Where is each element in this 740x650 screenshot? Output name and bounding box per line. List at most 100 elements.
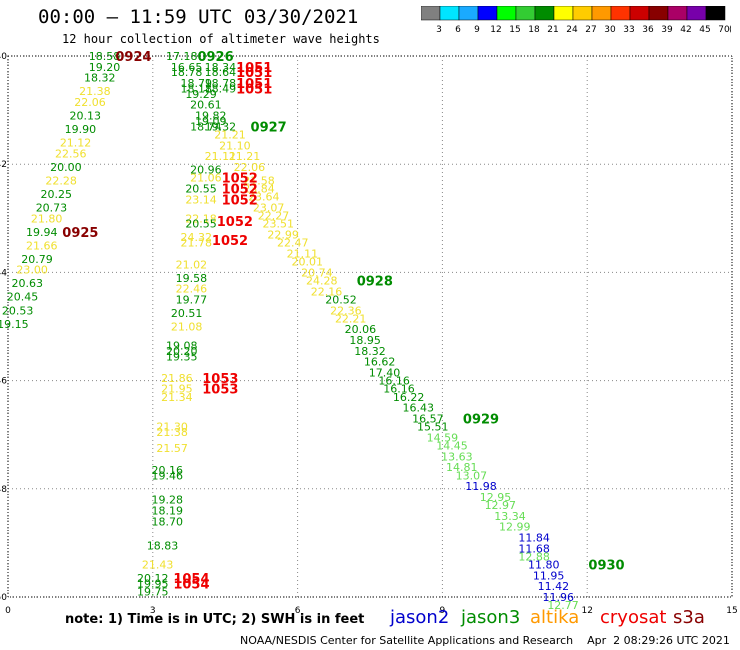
- swh-point: 19.28: [152, 494, 184, 507]
- plot-frame: [7, 55, 733, 598]
- tick-labels: 0 3 6 9 12 15 40 42 44 46 48 50: [0, 52, 738, 616]
- swh-point: 20.06: [345, 323, 377, 336]
- pass-time-tag: 1053: [202, 372, 238, 387]
- swh-point: 12.99: [499, 521, 531, 534]
- x-tick-label: 12: [581, 606, 592, 616]
- swh-point: 20.01: [292, 256, 324, 269]
- colorbar-label: 6: [455, 25, 461, 35]
- pass-time-tag: 1054: [173, 577, 209, 592]
- swh-point: 18.83: [147, 540, 179, 553]
- swh-point: 19.75: [137, 586, 169, 599]
- swh-point: 18.34: [205, 61, 237, 74]
- swh-point: 18.58: [89, 50, 121, 63]
- pass-time-tag: 0927: [251, 120, 287, 135]
- x-tick-label: 6: [295, 606, 301, 616]
- swh-point: 11.42: [538, 580, 570, 593]
- swh-point: 19.77: [176, 293, 208, 306]
- x-tick-label: 9: [440, 606, 446, 616]
- swh-point: 17.40: [369, 366, 401, 379]
- swh-point: 23.51: [263, 218, 295, 231]
- swh-point: 21.57: [156, 442, 188, 455]
- swh-point: 13.07: [456, 469, 488, 482]
- swh-point: 20.45: [7, 291, 39, 304]
- x-tick-label: 15: [726, 606, 737, 616]
- swh-point: 19.29: [185, 88, 217, 101]
- pass-time-tags: 0924 092610511051105110510927105210521052…: [62, 50, 624, 592]
- swh-point: 18.64: [205, 66, 237, 79]
- swh-point: 20.53: [2, 304, 34, 317]
- pass-time-tag: 1051: [236, 77, 272, 92]
- swh-point: 18.78: [171, 66, 203, 79]
- y-tick-label: 46: [0, 377, 7, 387]
- satellite-jason2: jason2: [390, 607, 450, 628]
- swh-point: 11.84: [518, 531, 550, 544]
- swh-point: 18.18: [180, 82, 212, 95]
- pass-time-tag: 0930: [588, 559, 624, 574]
- swh-point: 23.00: [16, 264, 48, 277]
- swh-point: 21.66: [26, 239, 58, 252]
- colorbar-swatch: [705, 6, 726, 21]
- swh-point: 22.36: [330, 304, 362, 317]
- swh-point: 21.21: [214, 128, 246, 141]
- swh-point: 22.56: [55, 147, 87, 160]
- swh-point: 16.43: [403, 402, 435, 415]
- swh-point: 22.46: [176, 283, 208, 296]
- swh-point: 12.97: [485, 499, 517, 512]
- swh-point: 13.63: [441, 450, 473, 463]
- satellite-altika: altika: [530, 607, 580, 628]
- swh-point: 21.34: [161, 391, 193, 404]
- swh-point: 20.63: [12, 277, 44, 290]
- swh-point: 20.55: [185, 183, 217, 196]
- pass-time-tag: 0928: [357, 275, 393, 290]
- swh-point: 20.55: [185, 218, 217, 231]
- swh-point: 21.38: [156, 426, 188, 439]
- pass-time-tag: 1051: [236, 82, 272, 97]
- swh-point: 13.34: [494, 510, 526, 523]
- swh-point: 23.84: [243, 183, 275, 196]
- colorbar-label: 27: [585, 25, 596, 35]
- swh-point: 22.06: [234, 161, 266, 174]
- swh-point: 16.22: [393, 391, 425, 404]
- swh-point: 16.16: [378, 375, 410, 388]
- satellite-cryosat: cryosat: [600, 607, 667, 628]
- colorbar-label: 36: [642, 25, 654, 35]
- swh-point: 21.08: [171, 321, 203, 334]
- swh-point: 22.99: [267, 229, 299, 242]
- swh-point: 21.11: [205, 150, 237, 163]
- y-tick-label: 40: [0, 52, 7, 62]
- pass-time-tag: 0926: [197, 50, 233, 65]
- swh-point: 19.20: [89, 61, 121, 74]
- swh-point: 21.38: [79, 85, 111, 98]
- swh-point: 21.06: [190, 172, 222, 185]
- colorbar-label: 70: [718, 25, 730, 35]
- swh-point: 21.30: [156, 421, 188, 434]
- pass-time-tag: 1052: [212, 234, 248, 249]
- pass-time-tag: 1052: [222, 172, 258, 187]
- swh-point: 18.95: [349, 334, 381, 347]
- swh-point: 21.58: [243, 174, 275, 187]
- swh-point: 19.46: [152, 469, 184, 482]
- swh-point: 20.52: [325, 293, 357, 306]
- swh-point: 20.96: [190, 164, 222, 177]
- swh-point: 22.16: [311, 285, 343, 298]
- swh-point: 18.78: [205, 77, 237, 90]
- colorbar-label: 21: [547, 25, 558, 35]
- swh-point: 19.08: [166, 339, 198, 352]
- swh-point: 18.70: [152, 515, 184, 528]
- colorbar-label: 15: [509, 25, 520, 35]
- axis-frame: [7, 55, 733, 598]
- x-tick-label: 3: [150, 606, 156, 616]
- swh-point: 19.32: [205, 120, 237, 133]
- swh-point: 18.49: [205, 82, 237, 95]
- swh-point: 19.35: [166, 350, 198, 363]
- swh-point: 21.86: [161, 372, 193, 385]
- pass-time-tag: 0929: [463, 412, 499, 427]
- y-tick-label: 44: [0, 268, 7, 278]
- swh-point: 22.06: [74, 96, 106, 109]
- swh-point: 16.57: [412, 412, 444, 425]
- swh-point: 24.32: [180, 231, 212, 244]
- swh-point: 23.07: [253, 201, 285, 214]
- colorbar-label: 33: [623, 25, 634, 35]
- pass-time-tag: 1051: [236, 61, 272, 76]
